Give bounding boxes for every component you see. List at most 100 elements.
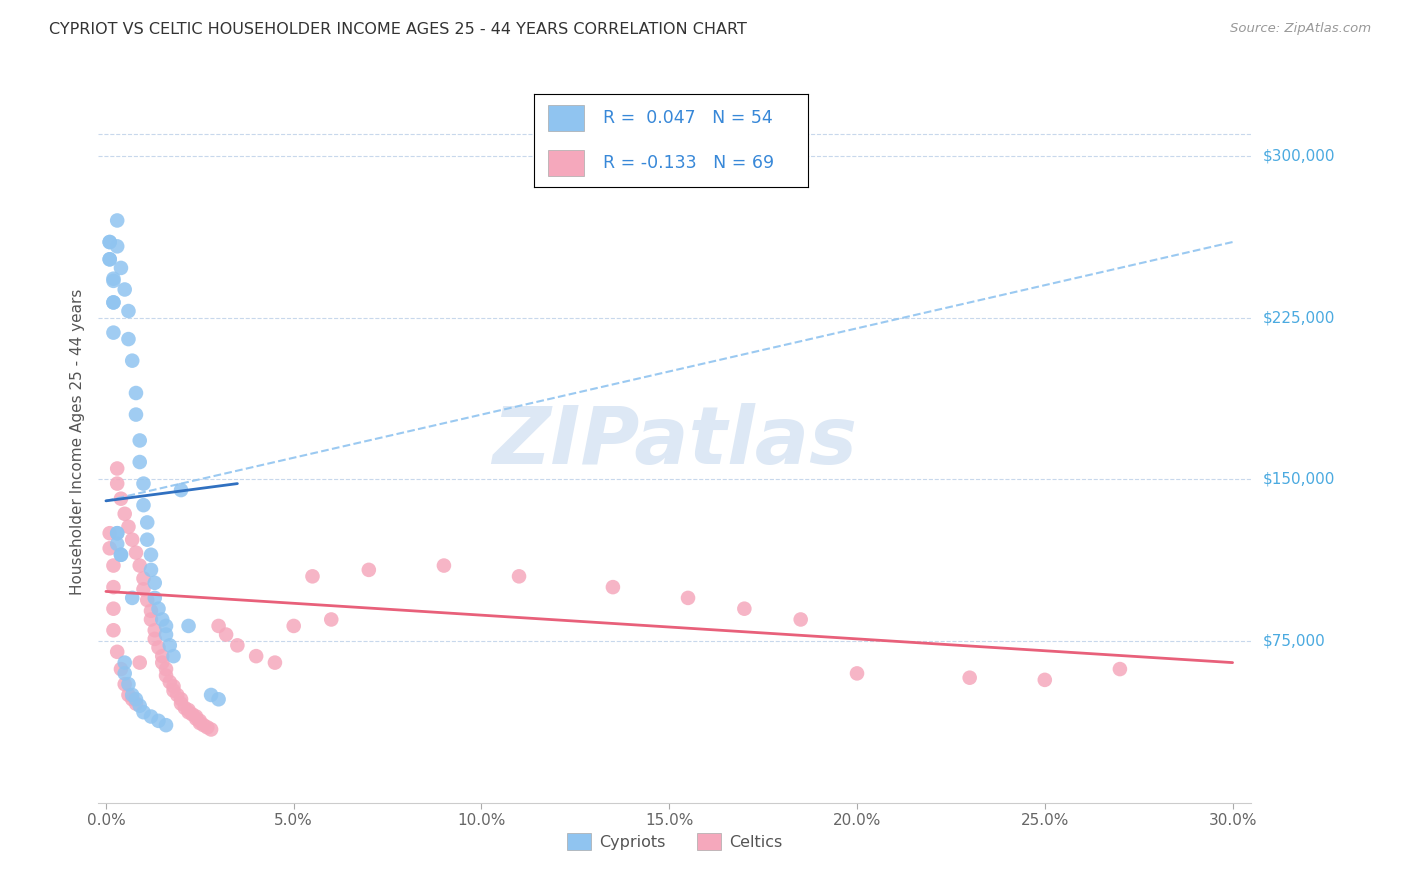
Point <box>132 705 155 719</box>
Point <box>173 701 195 715</box>
Text: $150,000: $150,000 <box>1263 472 1336 487</box>
Point <box>264 656 287 670</box>
Point <box>846 666 869 681</box>
Point <box>150 656 173 670</box>
Point <box>121 591 143 605</box>
Point <box>125 386 148 401</box>
Point <box>301 569 323 583</box>
Point <box>121 692 143 706</box>
Point <box>170 697 193 711</box>
Point <box>188 716 211 731</box>
Point <box>245 649 267 664</box>
Point <box>150 649 173 664</box>
Point <box>733 601 755 615</box>
Point <box>128 656 150 670</box>
Point <box>162 679 184 693</box>
Point <box>117 520 139 534</box>
Point <box>98 541 121 556</box>
Point <box>132 476 155 491</box>
Point <box>155 662 177 676</box>
Point <box>193 718 215 732</box>
Point <box>1033 673 1056 687</box>
Point <box>200 688 222 702</box>
Point <box>128 698 150 713</box>
Point <box>105 526 128 541</box>
Point <box>143 632 166 646</box>
Point <box>98 252 121 267</box>
Point <box>166 688 188 702</box>
Point <box>321 612 343 626</box>
Point <box>181 707 204 722</box>
Point <box>162 649 184 664</box>
Point <box>105 476 128 491</box>
Point <box>117 677 139 691</box>
Point <box>207 692 229 706</box>
Point <box>148 714 170 728</box>
Point <box>150 612 173 626</box>
Point <box>121 353 143 368</box>
Point <box>103 558 125 573</box>
Point <box>136 593 159 607</box>
Point <box>105 645 128 659</box>
Point <box>128 558 150 573</box>
Point <box>110 260 132 275</box>
Point <box>148 640 170 655</box>
Point <box>103 326 125 340</box>
Point <box>159 638 181 652</box>
Point <box>117 688 139 702</box>
Y-axis label: Householder Income Ages 25 - 44 years: Householder Income Ages 25 - 44 years <box>70 288 86 595</box>
Point <box>139 604 162 618</box>
Point <box>128 434 150 448</box>
Point <box>136 533 159 547</box>
Point <box>110 662 132 676</box>
Point <box>103 274 125 288</box>
Point <box>132 498 155 512</box>
Point <box>177 703 200 717</box>
Text: CYPRIOT VS CELTIC HOUSEHOLDER INCOME AGES 25 - 44 YEARS CORRELATION CHART: CYPRIOT VS CELTIC HOUSEHOLDER INCOME AGE… <box>49 22 747 37</box>
Point <box>110 548 132 562</box>
Point <box>177 705 200 719</box>
Point <box>357 563 380 577</box>
Point <box>98 252 121 267</box>
Point <box>159 675 181 690</box>
Point <box>125 546 148 560</box>
Point <box>132 572 155 586</box>
Text: R = -0.133   N = 69: R = -0.133 N = 69 <box>603 154 773 172</box>
Point <box>121 533 143 547</box>
Point <box>143 575 166 590</box>
Point <box>184 709 207 723</box>
Point <box>155 668 177 682</box>
Point <box>114 666 136 681</box>
Point <box>184 712 207 726</box>
Point <box>103 601 125 615</box>
Point <box>155 619 177 633</box>
Point <box>207 619 229 633</box>
Point <box>98 526 121 541</box>
Point <box>170 483 193 497</box>
Point <box>121 688 143 702</box>
Point <box>139 548 162 562</box>
Point <box>105 461 128 475</box>
Point <box>110 491 132 506</box>
Point <box>170 692 193 706</box>
Point <box>105 213 128 227</box>
Point <box>125 697 148 711</box>
Point <box>139 709 162 723</box>
Point <box>789 612 811 626</box>
Point <box>155 627 177 641</box>
Point <box>162 683 184 698</box>
Point <box>103 295 125 310</box>
Point <box>110 548 132 562</box>
Legend: Cypriots, Celtics: Cypriots, Celtics <box>561 827 789 856</box>
Point <box>103 295 125 310</box>
Point <box>148 601 170 615</box>
Point <box>105 239 128 253</box>
Point <box>959 671 981 685</box>
Point <box>103 580 125 594</box>
Point <box>105 526 128 541</box>
Point <box>200 723 222 737</box>
Text: ZIPatlas: ZIPatlas <box>492 402 858 481</box>
Point <box>143 591 166 605</box>
Text: $300,000: $300,000 <box>1263 148 1336 163</box>
Text: Source: ZipAtlas.com: Source: ZipAtlas.com <box>1230 22 1371 36</box>
